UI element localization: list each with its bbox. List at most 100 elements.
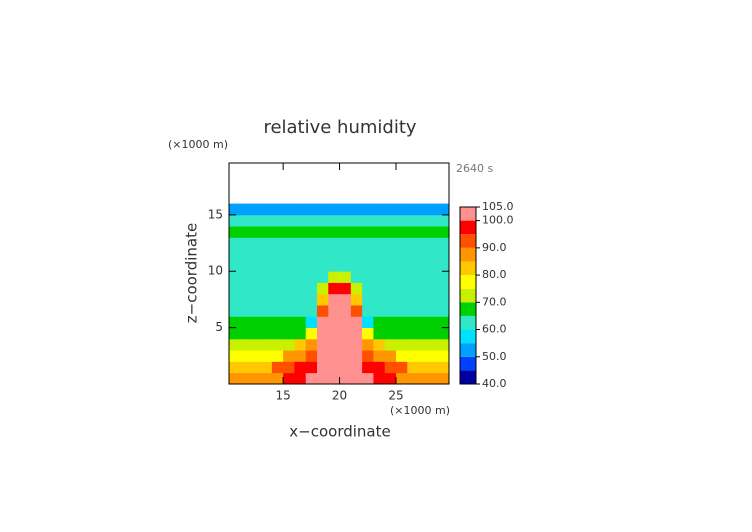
field-cell: [407, 338, 419, 351]
colorbar-segment: [460, 247, 476, 262]
field-cell: [395, 259, 408, 272]
field-cell: [429, 282, 442, 295]
field-cell: [317, 327, 329, 340]
field-cell: [328, 248, 340, 261]
field-cell: [350, 338, 363, 351]
field-cell: [283, 305, 295, 317]
field-cell: [441, 248, 449, 261]
field-cell: [350, 350, 363, 362]
field-cell: [339, 226, 352, 238]
colorbar-label: 105.0: [482, 200, 514, 213]
field-cell: [407, 282, 419, 295]
field-cell: [317, 282, 329, 295]
field: [229, 203, 449, 384]
field-cell: [339, 338, 352, 351]
field-cell: [407, 203, 419, 216]
field-cell: [229, 259, 239, 272]
field-cell: [283, 350, 295, 362]
field-cell: [294, 271, 307, 283]
field-cell: [339, 293, 352, 306]
field-cell: [328, 237, 340, 250]
field-cell: [441, 293, 449, 306]
field-cell: [362, 327, 374, 340]
field-cell: [395, 282, 408, 295]
field-cell: [229, 350, 239, 362]
field-cell: [429, 271, 442, 283]
field-cell: [294, 214, 307, 227]
field-cell: [362, 259, 374, 272]
field-cell: [407, 350, 419, 362]
field-cell: [249, 237, 261, 250]
x-unit: (×1000 m): [390, 404, 450, 417]
field-cell: [238, 259, 250, 272]
field-cell: [271, 259, 284, 272]
colorbar-segment: [460, 288, 476, 303]
field-cell: [418, 226, 431, 238]
field-cell: [271, 293, 284, 306]
field-cell: [238, 293, 250, 306]
field-cell: [238, 305, 250, 317]
colorbar-segment: [460, 356, 476, 371]
field-cell: [373, 237, 386, 250]
field-cell: [350, 259, 363, 272]
field-cell: [429, 338, 442, 351]
field-cell: [395, 203, 408, 216]
field-cell: [283, 282, 295, 295]
field-cell: [305, 226, 318, 238]
field-cell: [407, 372, 419, 384]
field-cell: [271, 327, 284, 340]
field-cell: [384, 361, 397, 374]
field-cell: [249, 372, 261, 384]
field-cell: [283, 372, 295, 384]
field-cell: [429, 248, 442, 261]
field-cell: [249, 305, 261, 317]
y-tick-label: 5: [215, 320, 223, 334]
field-cell: [384, 237, 397, 250]
field-cell: [283, 327, 295, 340]
field-cell: [271, 305, 284, 317]
field-cell: [305, 350, 318, 362]
field-cell: [418, 316, 431, 329]
field-cell: [362, 226, 374, 238]
field-cell: [317, 237, 329, 250]
field-cell: [305, 372, 318, 384]
field-cell: [328, 214, 340, 227]
field-cell: [373, 259, 386, 272]
field-cell: [305, 293, 318, 306]
field-cell: [260, 203, 273, 216]
field-cell: [429, 259, 442, 272]
field-cell: [294, 305, 307, 317]
field-cell: [362, 372, 374, 384]
field-cell: [317, 305, 329, 317]
field-cell: [229, 282, 239, 295]
colorbar-segment: [460, 261, 476, 276]
field-cell: [294, 338, 307, 351]
field-cell: [373, 305, 386, 317]
field-cell: [441, 361, 449, 374]
field-cell: [384, 214, 397, 227]
colorbar-segment: [460, 370, 476, 384]
field-cell: [441, 338, 449, 351]
field-cell: [317, 226, 329, 238]
field-cell: [229, 214, 239, 227]
field-cell: [260, 214, 273, 227]
field-cell: [294, 293, 307, 306]
field-cell: [395, 226, 408, 238]
field-cell: [249, 293, 261, 306]
field-cell: [395, 338, 408, 351]
field-cell: [441, 237, 449, 250]
colorbar-segment: [460, 302, 476, 316]
field-cell: [418, 361, 431, 374]
field-cell: [328, 282, 340, 295]
colorbar-segment: [460, 207, 476, 221]
field-cell: [249, 350, 261, 362]
field-cell: [362, 338, 374, 351]
field-cell: [249, 259, 261, 272]
colorbar-label: 80.0: [482, 268, 507, 281]
field-cell: [294, 372, 307, 384]
field-cell: [260, 271, 273, 283]
field-cell: [384, 338, 397, 351]
field-cell: [249, 316, 261, 329]
field-cell: [350, 327, 363, 340]
field-cell: [395, 350, 408, 362]
